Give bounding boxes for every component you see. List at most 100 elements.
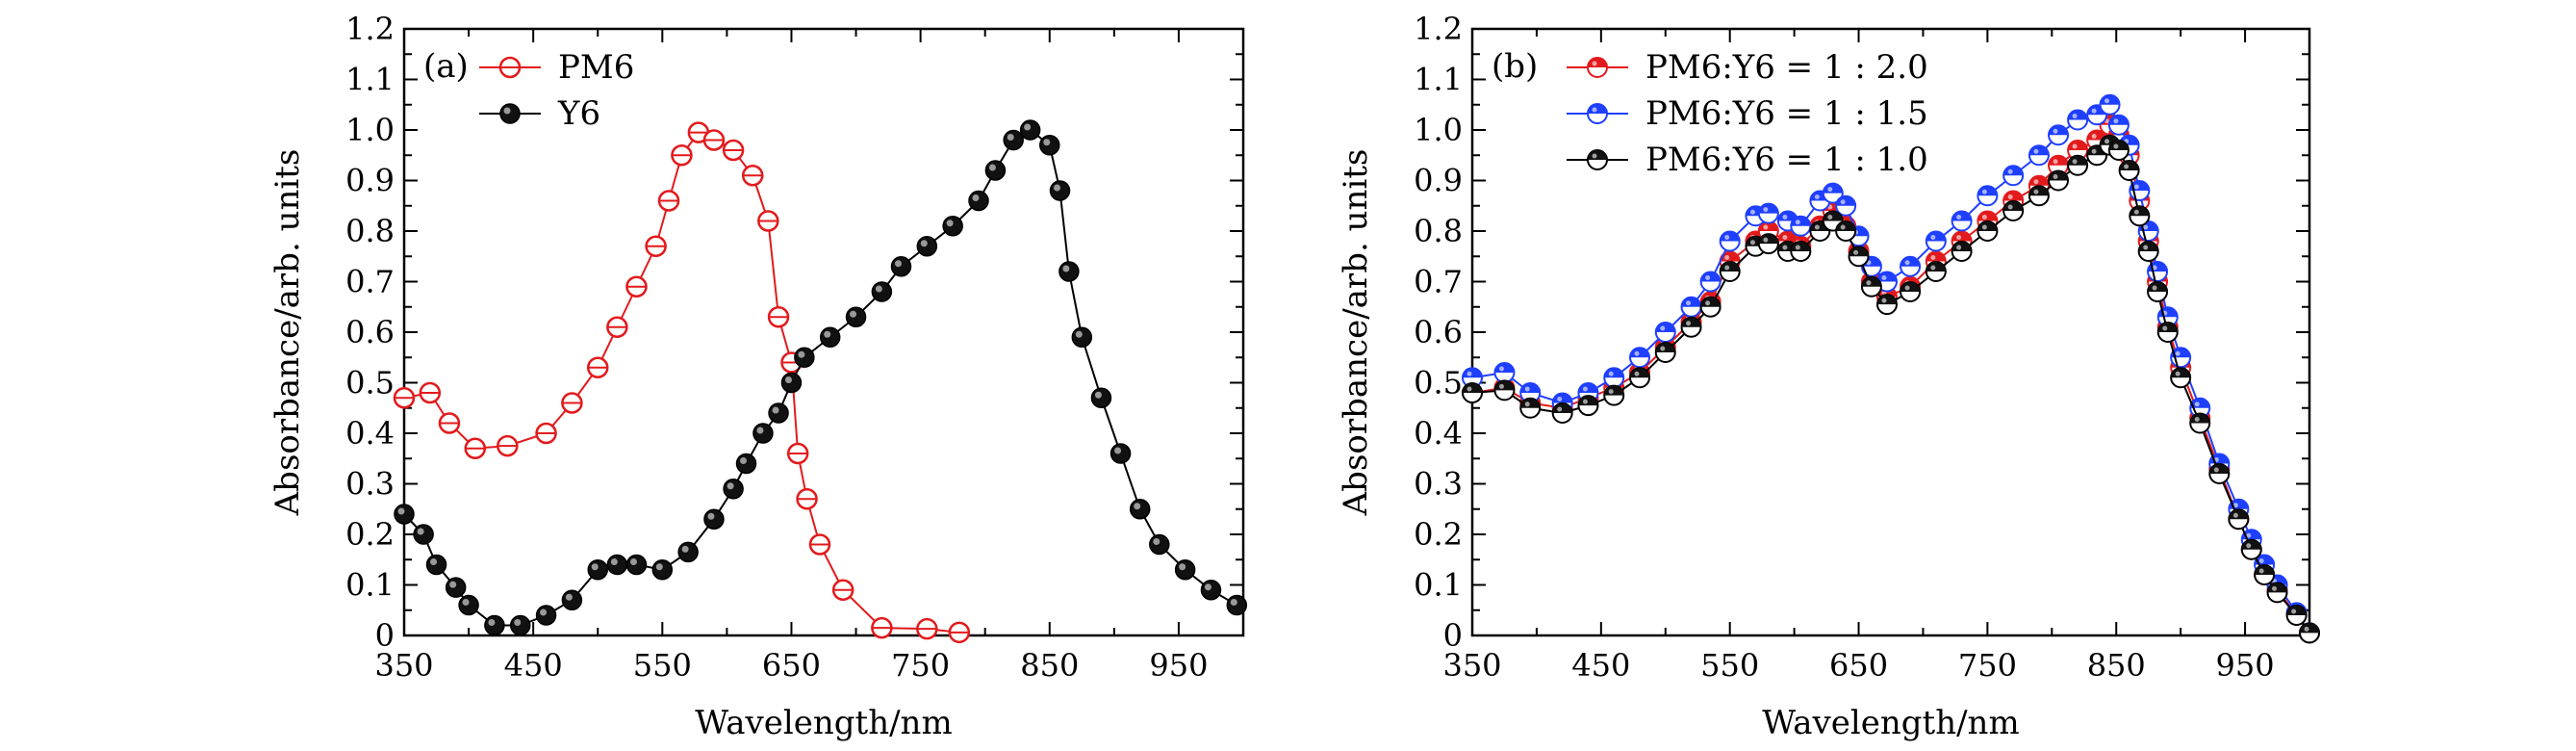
panel-a-series-0-point [767, 306, 790, 328]
panel-b-series-1-point [1462, 367, 1483, 389]
panel-a-series-1-point [425, 554, 447, 576]
panel-b-series-2-point [2208, 463, 2231, 484]
panel-a-series-0-point [645, 235, 667, 257]
panel-b-y-tick-label: 0.5 [1414, 365, 1463, 401]
panel-b-y-tick-label: 0.2 [1414, 516, 1463, 553]
panel-a-series-0-point [497, 434, 519, 457]
panel-b-series-2-point [2067, 154, 2089, 176]
panel-a-series-0-point [871, 616, 893, 639]
panel-b-y-tick-label: 0.7 [1414, 264, 1463, 300]
panel-b-series-2-point [2254, 564, 2276, 585]
panel-b-x-tick-label: 950 [2216, 647, 2275, 684]
panel-a-series-0-point [625, 275, 648, 298]
panel-a-series-1-point [394, 504, 415, 525]
panel-b-x-tick-label: 650 [1829, 647, 1888, 684]
panel-b-series-2-point [1493, 379, 1516, 401]
panel-b-y-tick-label: 0.6 [1414, 314, 1463, 350]
panel-a-y-tick-label: 0.6 [345, 314, 395, 350]
panel-b-legend-marker [1587, 149, 1608, 170]
panel-a-x-tick-label: 550 [633, 647, 692, 684]
panel-b-series-2-line [1471, 143, 2310, 634]
panel-a-series-1-point [984, 160, 1007, 181]
panel-a-series-1-point [890, 256, 912, 277]
panel-b-x-tick-label: 450 [1571, 647, 1630, 684]
panel-a-series-1-point [871, 281, 893, 302]
panel-b-series-2 [1462, 134, 2320, 644]
panel-b-label: (b) [1492, 47, 1538, 86]
panel-a-series-1-point [1039, 135, 1060, 156]
panel-a-series-0-point [831, 579, 854, 601]
panel-b-series-1-point [1629, 347, 1650, 369]
panel-a-series-1-point [458, 594, 479, 616]
panel-a-y-tick-label: 1.1 [345, 62, 395, 98]
panel-b-x-tick-label: 850 [2087, 647, 2146, 684]
panel-a-series-0-point [393, 387, 416, 409]
panel-b-series-2-point [1835, 220, 1857, 242]
panel-a-series-0-point [796, 488, 818, 510]
panel-b-series-2-point [1654, 342, 1676, 363]
panel-b-series-2-point [1977, 220, 1999, 242]
panel-b-series-1-point [1493, 362, 1516, 383]
panel-a-series-0-point [438, 412, 461, 434]
panel-b-series-1-point [1654, 322, 1676, 343]
panel-b-series-2-point [2118, 160, 2140, 181]
panel-a-series-0-point [702, 129, 726, 151]
panel-a-series-1-point [561, 589, 583, 610]
panel-a-series-0-point [657, 190, 680, 212]
panel-a-series-1-point [1058, 261, 1080, 282]
panel-b-x-tick-label: 350 [1442, 647, 1501, 684]
panel-b-series-1-point [1925, 230, 1947, 252]
panel-a-series-1-point [445, 577, 467, 598]
panel-b-x-tick-label: 550 [1700, 647, 1759, 684]
panel-a-series-1-point [780, 372, 803, 394]
panel-b-x-axis-title: Wavelength/nm [1762, 704, 2019, 742]
panel-b-series-2-point [2048, 169, 2069, 192]
panel-b-y-tick-label: 0.3 [1414, 466, 1463, 503]
panel-a-series-1-point [942, 216, 963, 237]
panel-b-series-2-point [1790, 241, 1812, 262]
panel-b-series-1-point [2099, 93, 2121, 116]
panel-b-series-1-point [1680, 296, 1702, 318]
panel-b-series-1-point [1875, 271, 1898, 293]
panel-a-legend-marker [499, 103, 521, 124]
panel-b-series-2-point [1925, 261, 1947, 282]
panel-b-series-1-point [2189, 397, 2211, 419]
panel-b-series-2-point [2170, 367, 2192, 389]
panel-a-y-tick-label: 0.7 [345, 264, 395, 300]
panel-a-series-1-point [1226, 594, 1248, 616]
panel-b-series-1-point [1757, 202, 1779, 224]
panel-a-series-1-point [845, 306, 867, 327]
panel-b-series-2-point [2147, 281, 2169, 302]
panel-a-x-tick-label: 450 [504, 647, 563, 684]
panel-b-series-2-point [1603, 384, 1625, 406]
panel-a-y-tick-label: 1.2 [345, 11, 395, 47]
panel-a-series-1-point [1071, 326, 1093, 348]
panel-b-series-2-point [1900, 281, 1922, 302]
panel-b-legend-marker [1587, 57, 1608, 78]
panel-b-series-2-point [1551, 402, 1573, 424]
panel-a-series-1-point [794, 347, 815, 368]
panel-a-y-tick-label: 0.1 [345, 567, 395, 604]
panel-b-series-2-point [2002, 200, 2025, 221]
panel-a-series-1-point [768, 402, 789, 424]
panel-a-series-1-point [752, 423, 774, 444]
panel-a-series-1-point [535, 605, 557, 626]
panel-b-x-tick-label: 750 [1958, 647, 2017, 684]
panel-a-series-0-point [586, 356, 609, 378]
panel-b-series-2-point [2285, 605, 2308, 626]
panel-b-series-2-point [1519, 397, 1542, 419]
panel-a-series-1-point [677, 541, 699, 563]
panel-b-series-2-point [1462, 382, 1483, 403]
panel-a-series-1-point [968, 190, 989, 212]
panel-a-x-tick-label: 350 [374, 647, 433, 684]
panel-a-series-1-point [916, 236, 938, 257]
panel-b-legend-label: PM6:Y6 = 1 : 1.0 [1645, 141, 1928, 179]
panel-a-x-tick-label: 750 [891, 647, 950, 684]
panel-a-series-1-point [1049, 180, 1071, 201]
panel-b-series-2-point [2189, 412, 2211, 434]
panel-a-y-axis-title: Absorbance/arb. units [268, 149, 307, 517]
panel-a-series-0 [393, 121, 971, 644]
panel-b-series-2-point [1680, 316, 1702, 338]
panel-b: 350 450 550 650 750 850 950 0 0.1 0.2 0.3 0.4 0.5 0.6… [1337, 11, 2320, 742]
